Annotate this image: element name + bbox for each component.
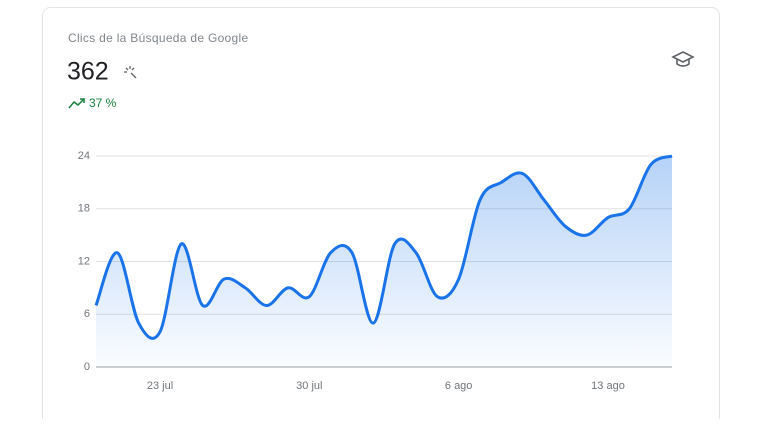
y-tick-label: 12 — [78, 255, 90, 267]
y-tick-label: 24 — [78, 150, 90, 162]
area-fill — [96, 156, 672, 367]
trend-icon-head — [80, 98, 85, 103]
y-tick-label: 6 — [84, 308, 90, 320]
x-tick-label: 23 jul — [147, 380, 173, 392]
y-tick-label: 18 — [78, 203, 90, 215]
trend-icon — [68, 98, 85, 109]
card-title: Clics de la Búsqueda de Google — [68, 31, 248, 45]
learn-icon[interactable] — [671, 51, 695, 67]
sparkle-icon — [124, 66, 137, 79]
change-value: 37 % — [89, 96, 117, 110]
x-tick-label: 13 ago — [591, 380, 625, 392]
line — [94, 154, 673, 340]
y-tick-label: 0 — [84, 361, 90, 373]
x-tick-label: 30 jul — [296, 380, 322, 392]
x-tick-label: 6 ago — [445, 380, 473, 392]
plot: 0 6 12 18 24 23 jul 30 jul 6 ago 13 ago — [78, 150, 673, 392]
metric-value: 362 — [67, 58, 109, 86]
